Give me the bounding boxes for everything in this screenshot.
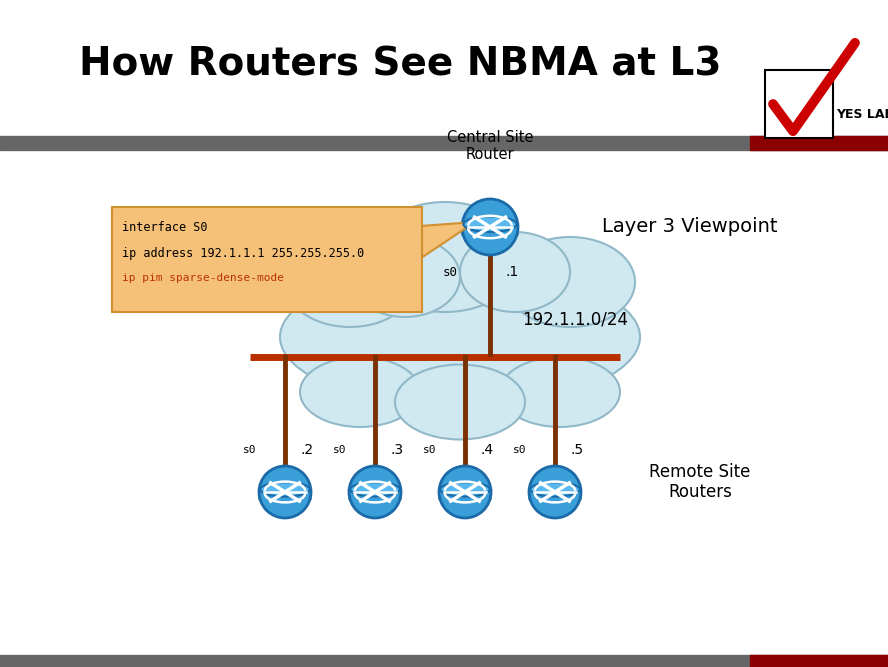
Ellipse shape [464,217,517,232]
Ellipse shape [280,267,640,407]
Ellipse shape [395,364,525,440]
Ellipse shape [285,237,415,327]
Text: s0: s0 [424,445,437,455]
Ellipse shape [500,357,620,427]
Circle shape [259,466,311,518]
Text: s0: s0 [243,445,257,455]
Ellipse shape [530,482,580,496]
Text: .5: .5 [570,443,583,457]
Text: .2: .2 [300,443,313,457]
Polygon shape [422,222,475,257]
Text: .3: .3 [391,443,403,457]
Circle shape [529,466,581,518]
Circle shape [439,466,491,518]
Text: s0: s0 [513,445,527,455]
Text: ip address 192.1.1.1 255.255.255.0: ip address 192.1.1.1 255.255.255.0 [122,247,364,260]
Ellipse shape [505,237,635,327]
Text: Layer 3 Viewpoint: Layer 3 Viewpoint [602,217,778,237]
Text: Central Site
Router: Central Site Router [447,129,534,162]
Text: s0: s0 [333,445,346,455]
Text: ip pim sparse-dense-mode: ip pim sparse-dense-mode [122,273,284,283]
Ellipse shape [529,492,581,505]
Ellipse shape [439,492,491,505]
Ellipse shape [260,482,310,496]
Ellipse shape [350,482,400,496]
Ellipse shape [349,492,401,505]
Circle shape [349,466,401,518]
Ellipse shape [460,232,570,312]
Text: Remote Site
Routers: Remote Site Routers [649,463,750,502]
Text: .1: .1 [505,265,519,279]
Text: How Routers See NBMA at L3: How Routers See NBMA at L3 [79,46,721,84]
Ellipse shape [440,482,489,496]
Bar [750,136,888,150]
Ellipse shape [300,357,420,427]
Ellipse shape [259,492,311,505]
Text: 192.1.1.0/24: 192.1.1.0/24 [522,311,628,329]
Text: YES LAB: YES LAB [836,107,888,121]
Ellipse shape [368,202,522,312]
Text: .4: .4 [480,443,494,457]
Bar [750,655,888,667]
Bar [112,207,422,312]
Ellipse shape [350,237,460,317]
Circle shape [462,199,518,255]
Bar [765,70,833,138]
Text: interface S0: interface S0 [122,221,208,234]
Bar [0,655,888,667]
Text: s0: s0 [442,265,457,279]
Bar [0,136,888,150]
Ellipse shape [462,227,518,241]
